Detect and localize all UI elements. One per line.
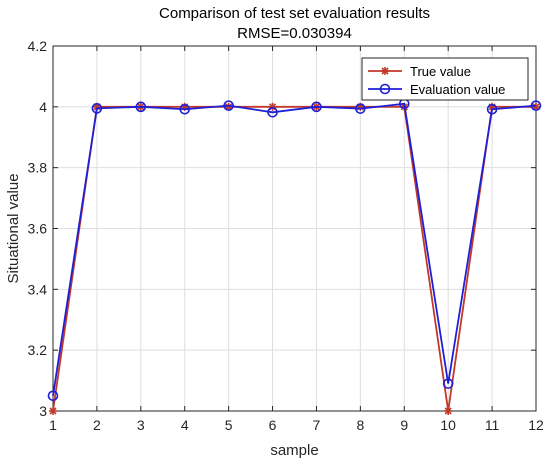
series-line xyxy=(52,105,536,412)
x-tick-label: 9 xyxy=(400,417,408,433)
data-point xyxy=(486,103,498,115)
legend-marker xyxy=(381,67,389,75)
x-tick-label: 3 xyxy=(137,417,145,433)
series-evaluation-value xyxy=(47,98,542,402)
x-tick-label: 1 xyxy=(49,417,57,433)
x-tick-label: 8 xyxy=(356,417,364,433)
y-axis-label: Situational value xyxy=(5,173,22,283)
data-point xyxy=(530,100,542,111)
x-tick-label: 10 xyxy=(440,417,456,433)
legend-item: True value xyxy=(368,64,471,79)
x-tick-label: 6 xyxy=(269,417,277,433)
y-tick-label: 3.4 xyxy=(28,281,48,297)
data-point xyxy=(267,107,278,118)
x-tick-label: 5 xyxy=(225,417,233,433)
chart-subtitle: RMSE=0.030394 xyxy=(237,25,352,42)
data-point xyxy=(442,378,454,389)
y-tick-label: 4.2 xyxy=(28,38,48,54)
y-tick-label: 4 xyxy=(39,99,47,115)
data-point xyxy=(444,407,453,415)
legend-label: Evaluation value xyxy=(410,82,505,97)
y-tick-label: 3 xyxy=(39,403,47,419)
legend-item: Evaluation value xyxy=(368,82,505,97)
x-tick-label: 2 xyxy=(93,417,101,433)
data-point xyxy=(135,101,147,113)
series-line xyxy=(52,102,537,396)
legend-box xyxy=(361,57,529,101)
legend: True value Evaluation value xyxy=(361,57,529,101)
x-axis-label: sample xyxy=(270,442,318,459)
data-point xyxy=(311,101,322,113)
data-point xyxy=(49,407,57,415)
y-tick-label: 3.8 xyxy=(28,160,48,176)
series-layer xyxy=(47,98,542,415)
legend-marker xyxy=(379,83,391,95)
x-tick-label: 7 xyxy=(313,417,321,433)
legend-label: True value xyxy=(410,64,471,79)
data-point xyxy=(179,103,191,115)
data-point xyxy=(47,390,59,402)
grid xyxy=(52,45,537,412)
x-tick-label: 11 xyxy=(485,417,500,433)
x-tick-label: 12 xyxy=(528,417,544,433)
x-tick-label: 4 xyxy=(181,417,189,433)
chart-title: Comparison of test set evaluation result… xyxy=(159,5,430,22)
data-point xyxy=(223,100,234,111)
data-point xyxy=(91,103,103,114)
y-tick-label: 3.2 xyxy=(28,342,48,358)
y-tick-label: 3.6 xyxy=(28,221,48,237)
series-true-value xyxy=(49,102,540,415)
data-point xyxy=(355,103,366,114)
